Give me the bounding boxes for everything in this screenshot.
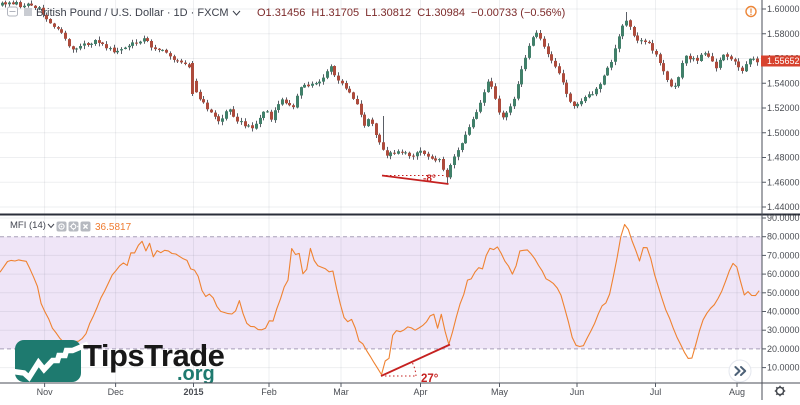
svg-text:10.0000: 10.0000 (767, 363, 800, 373)
svg-text:Nov: Nov (37, 387, 54, 397)
svg-text:Dec: Dec (108, 387, 125, 397)
svg-text:O1.31456 H1.31705 L1.30812: O1.31456 H1.31705 L1.30812 C1.30984 −0.0… (257, 7, 565, 19)
svg-text:Apr: Apr (413, 387, 427, 397)
svg-text:1.54000: 1.54000 (767, 78, 800, 88)
svg-text:1.60000: 1.60000 (767, 4, 800, 14)
svg-text:Feb: Feb (261, 387, 277, 397)
svg-text:70.0000: 70.0000 (767, 250, 800, 260)
svg-text:50.0000: 50.0000 (767, 288, 800, 298)
svg-text:.org: .org (177, 363, 215, 385)
svg-text:1.55652: 1.55652 (767, 56, 800, 66)
svg-text:2015: 2015 (183, 387, 203, 397)
svg-text:Aug: Aug (729, 387, 745, 397)
svg-text:80.0000: 80.0000 (767, 232, 800, 242)
svg-text:30.0000: 30.0000 (767, 325, 800, 335)
svg-text:1.44000: 1.44000 (767, 202, 800, 212)
svg-text:40.0000: 40.0000 (767, 307, 800, 317)
svg-text:20.0000: 20.0000 (767, 344, 800, 354)
svg-text:36.5817: 36.5817 (95, 222, 132, 233)
svg-text:Mar: Mar (333, 387, 349, 397)
svg-text:1.46000: 1.46000 (767, 177, 800, 187)
svg-text:-8°: -8° (423, 174, 436, 185)
svg-text:27°: 27° (421, 373, 439, 385)
svg-text:1.50000: 1.50000 (767, 128, 800, 138)
svg-text:British Pound / U.S. Dollar ·: British Pound / U.S. Dollar · 1D · FXCM (36, 7, 229, 19)
svg-text:!: ! (750, 7, 753, 17)
svg-text:MFI (14): MFI (14) (10, 220, 46, 231)
svg-text:May: May (491, 387, 509, 397)
svg-text:90.0000: 90.0000 (767, 213, 800, 223)
svg-text:1.58000: 1.58000 (767, 29, 800, 39)
svg-text:Jul: Jul (650, 387, 662, 397)
svg-text:Jun: Jun (570, 387, 585, 397)
svg-text:1.52000: 1.52000 (767, 103, 800, 113)
svg-text:60.0000: 60.0000 (767, 269, 800, 279)
svg-text:TipsTrade: TipsTrade (83, 338, 225, 373)
svg-text:1.48000: 1.48000 (767, 153, 800, 163)
